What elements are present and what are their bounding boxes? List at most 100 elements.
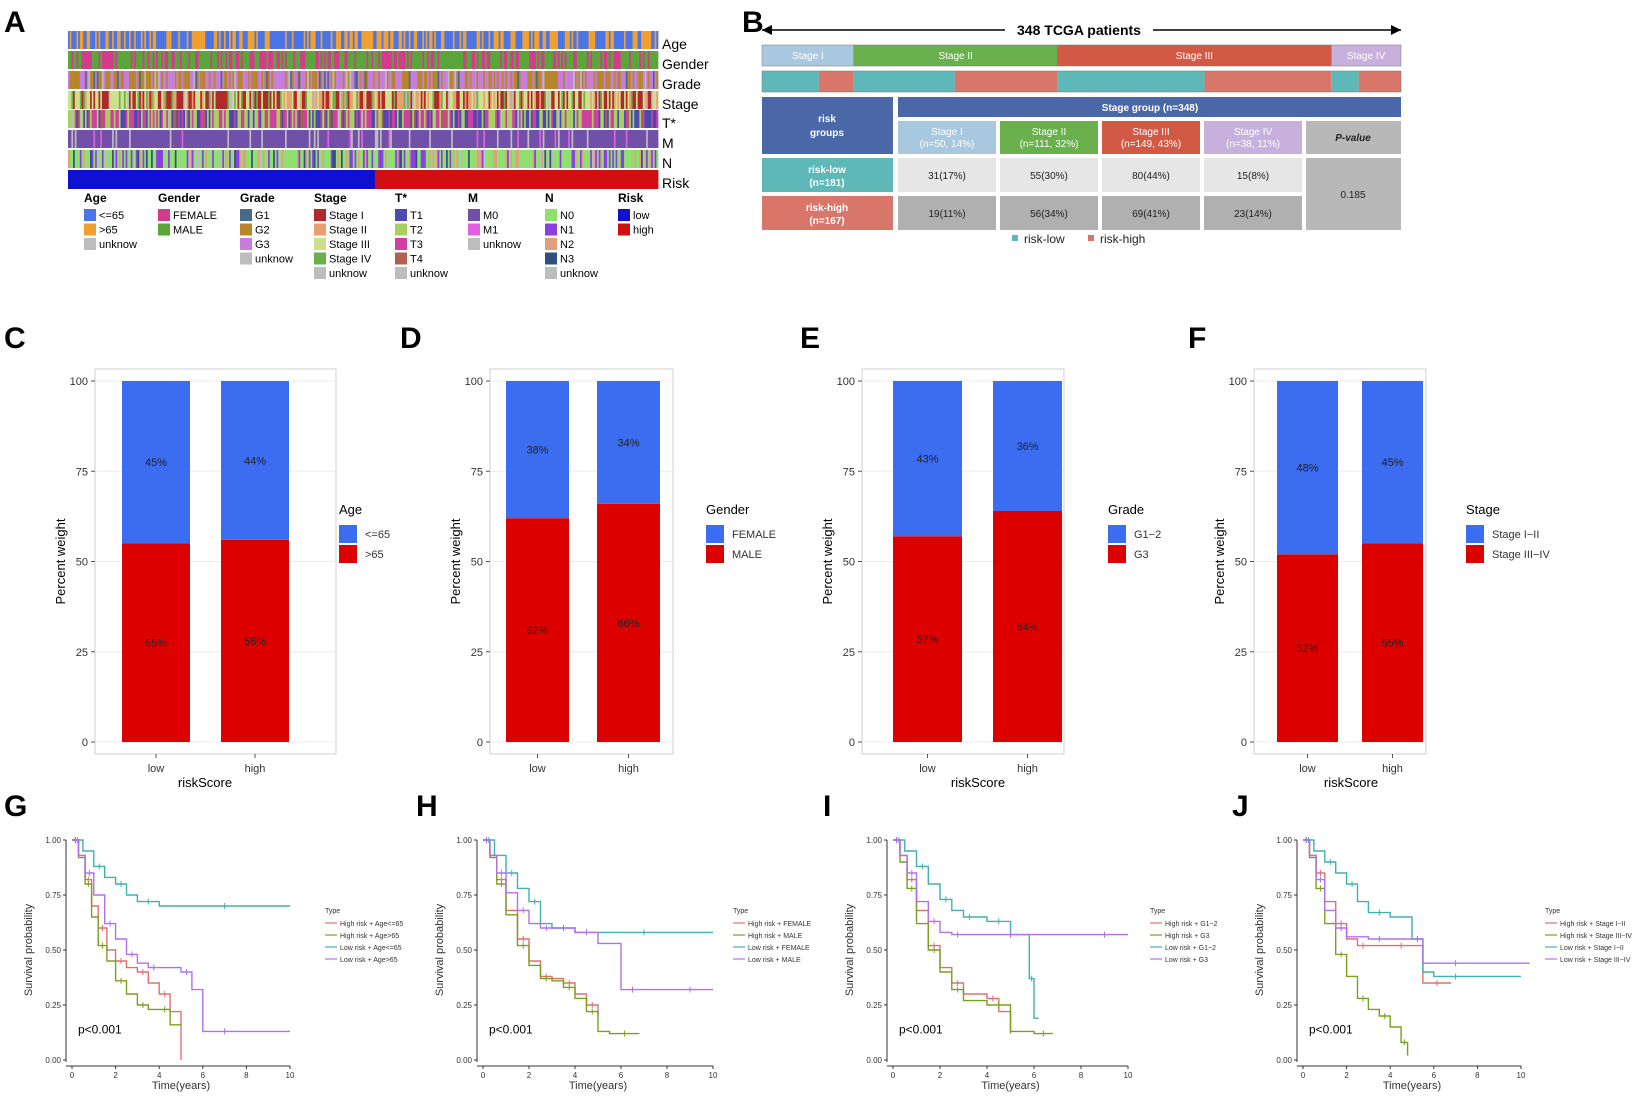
heatmap-cell <box>520 170 523 189</box>
pvalue-cell <box>1306 158 1401 230</box>
heatmap-cell <box>339 51 342 69</box>
heatmap-cell <box>190 71 193 89</box>
legend-swatch <box>158 209 170 221</box>
heatmap-cell <box>291 110 294 128</box>
heatmap-cell <box>330 31 333 49</box>
heatmap-cell <box>74 130 77 148</box>
heatmap-cell <box>176 170 179 189</box>
heatmap-cell <box>168 51 171 69</box>
heatmap-cell <box>298 51 301 69</box>
heatmap-cell <box>471 71 474 89</box>
heatmap-cell <box>303 51 306 69</box>
heatmap-cell <box>457 71 461 89</box>
heatmap-cell <box>481 150 484 168</box>
heatmap-cell <box>605 110 608 128</box>
heatmap-cell <box>220 71 223 89</box>
heatmap-cell <box>137 130 140 148</box>
legend-swatch <box>468 238 480 250</box>
heatmap-cell <box>122 170 125 189</box>
heatmap-cell <box>432 31 435 49</box>
heatmap-cell <box>624 71 627 89</box>
heatmap-cell <box>390 51 393 69</box>
heatmap-cell <box>329 51 332 69</box>
heatmap-cell <box>457 91 461 109</box>
heatmap-cell <box>463 71 466 89</box>
y-tick-label: 1.00 <box>866 836 882 845</box>
heatmap-cell <box>386 91 389 109</box>
heatmap-cell <box>324 130 327 148</box>
legend-label: Low risk + MALE <box>748 957 801 964</box>
heatmap-cell <box>213 130 216 148</box>
legend-label: high <box>633 225 654 237</box>
heatmap-cell <box>580 170 583 189</box>
heatmap-cell <box>388 130 391 148</box>
legend-label: N3 <box>560 254 574 266</box>
heatmap-cell <box>120 51 123 69</box>
heatmap-cell <box>184 71 188 89</box>
heatmap-cell <box>413 91 416 109</box>
heatmap-cell <box>152 110 155 128</box>
heatmap-cell <box>646 51 649 69</box>
heatmap-cell <box>398 130 401 148</box>
heatmap-cell <box>191 91 194 109</box>
heatmap-cell <box>312 130 315 148</box>
heatmap-cell <box>361 71 364 89</box>
heatmap-cell <box>622 31 625 49</box>
heatmap-cell <box>544 51 547 69</box>
heatmap-cell <box>122 51 125 69</box>
heatmap-cell <box>483 150 486 168</box>
heatmap-cell <box>479 130 483 148</box>
heatmap-cell <box>393 150 396 168</box>
heatmap-cell <box>317 71 320 89</box>
heatmap-row <box>68 110 659 128</box>
heatmap-cell <box>227 130 230 148</box>
heatmap-cell <box>240 91 244 109</box>
heatmap-cell <box>262 110 266 128</box>
heatmap-cell <box>190 170 193 189</box>
heatmap-cell <box>625 31 628 49</box>
heatmap-cell <box>557 51 561 69</box>
heatmap-cell <box>325 170 328 189</box>
heatmap-cell <box>586 170 589 189</box>
risk-split-high <box>954 71 1058 92</box>
heatmap-cell <box>223 31 227 49</box>
heatmap-cell <box>600 110 603 128</box>
heatmap-cell <box>634 51 637 69</box>
heatmap-cell <box>412 31 415 49</box>
heatmap-cell <box>593 51 596 69</box>
heatmap-cell <box>69 110 72 128</box>
heatmap-cell <box>268 91 271 109</box>
heatmap-cell <box>463 150 466 168</box>
heatmap-cell <box>242 91 245 109</box>
heatmap-cell <box>257 71 260 89</box>
heatmap-cell <box>239 91 242 109</box>
heatmap-cell <box>637 170 640 189</box>
heatmap-cell <box>483 170 486 189</box>
heatmap-cell <box>196 150 199 168</box>
heatmap-cell <box>393 170 396 189</box>
heatmap-cell <box>564 51 567 69</box>
heatmap-cell <box>646 150 649 168</box>
heatmap-cell <box>95 170 98 189</box>
heatmap-cell <box>232 71 235 89</box>
stage-bar-label: Stage II <box>938 51 972 62</box>
heatmap-cell <box>525 170 528 189</box>
heatmap-cell <box>357 91 361 109</box>
heatmap-cell <box>86 110 89 128</box>
heatmap-cell <box>620 51 623 69</box>
heatmap-cell <box>117 31 120 49</box>
legend-title: Stage <box>1466 502 1500 517</box>
heatmap-cell <box>607 91 610 109</box>
heatmap-cell <box>222 71 225 89</box>
heatmap-cell <box>246 130 249 148</box>
heatmap-cell <box>557 150 561 168</box>
heatmap-cell <box>293 51 296 69</box>
heatmap-cell <box>181 91 184 109</box>
heatmap-cell <box>178 150 181 168</box>
heatmap-cell <box>125 170 128 189</box>
patients-title: 348 TCGA patients <box>1017 22 1141 38</box>
heatmap-cell <box>376 31 379 49</box>
heatmap-cell <box>142 170 145 189</box>
heatmap-cell <box>329 150 332 168</box>
heatmap-cell <box>557 130 561 148</box>
